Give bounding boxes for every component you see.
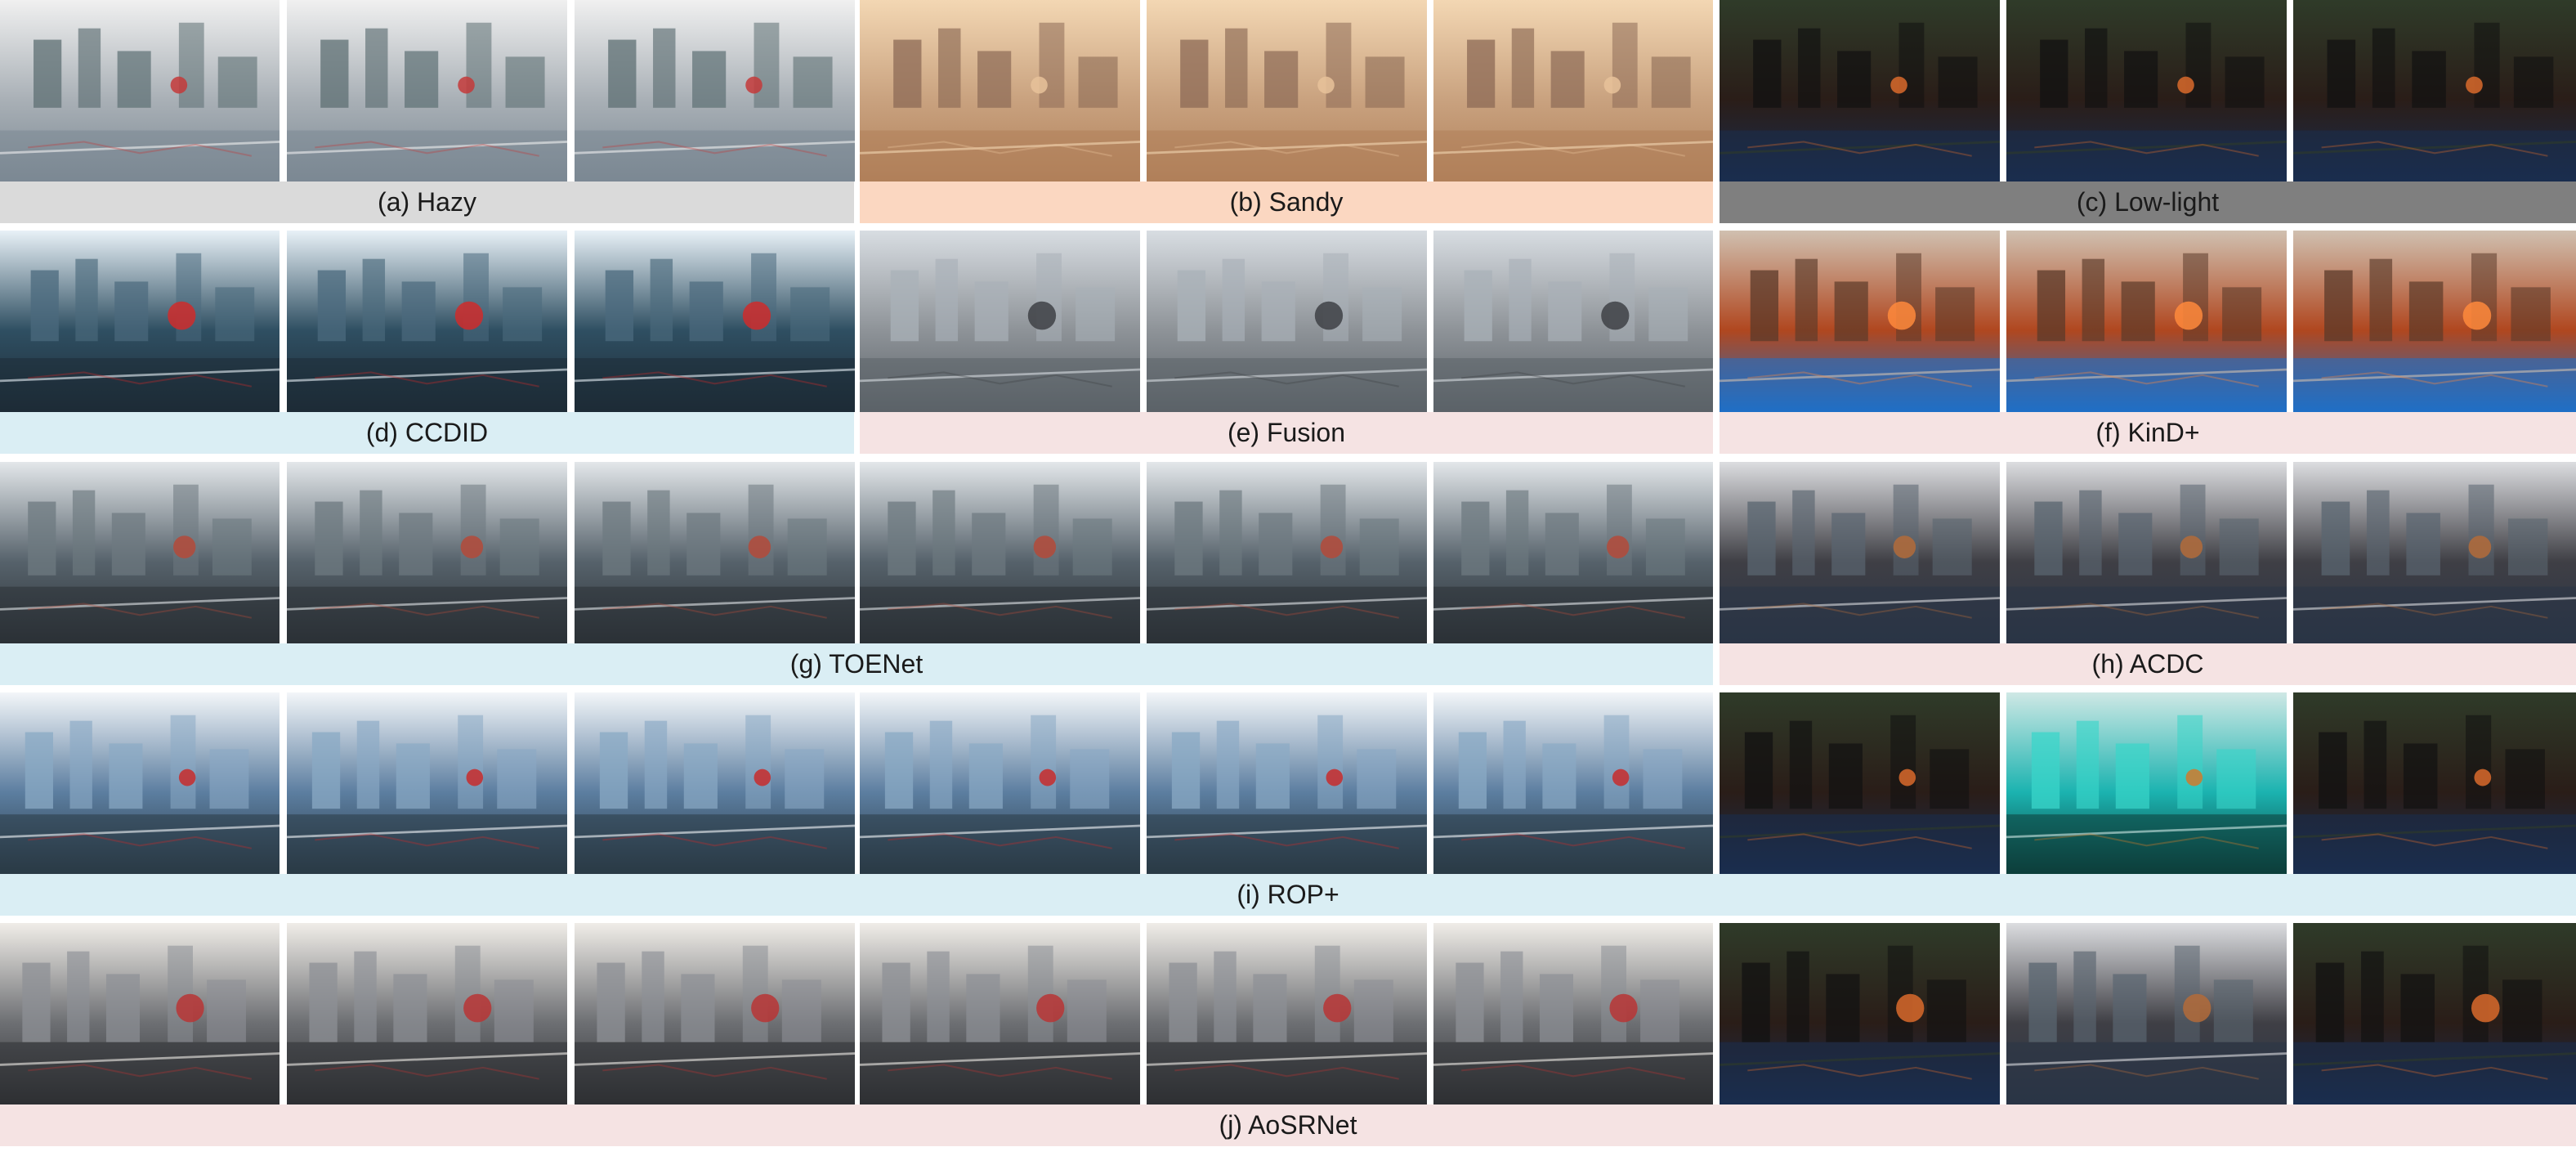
result-thumbnail-r3-c1 (0, 462, 280, 643)
caption-band-r2-2: (e) Fusion (860, 412, 1713, 454)
caption-label: (e) Fusion (1227, 418, 1346, 447)
result-thumbnail-r4-c9 (2293, 692, 2576, 874)
result-thumbnail-r4-c6 (1433, 692, 1713, 874)
caption-label: (h) ACDC (2091, 649, 2204, 679)
result-thumbnail-r4-c7 (1720, 692, 2000, 874)
result-thumbnail-r1-c1 (0, 0, 280, 181)
result-thumbnail-r4-c2 (287, 692, 567, 874)
caption-band-r5-1: (j) AoSRNet (0, 1105, 2576, 1146)
result-thumbnail-r5-c6 (1433, 923, 1713, 1105)
result-thumbnail-r4-c3 (575, 692, 855, 874)
caption-label: (a) Hazy (378, 187, 476, 217)
caption-band-r2-1: (d) CCDID (0, 412, 854, 454)
result-thumbnail-r2-c5 (1147, 231, 1427, 412)
result-thumbnail-r3-c5 (1147, 462, 1427, 643)
result-thumbnail-r5-c8 (2006, 923, 2287, 1105)
result-thumbnail-r3-c8 (2006, 462, 2287, 643)
result-thumbnail-r2-c6 (1433, 231, 1713, 412)
result-thumbnail-r1-c3 (575, 0, 855, 181)
caption-label: (f) KinD+ (2095, 418, 2200, 447)
caption-label: (c) Low-light (2076, 187, 2220, 217)
result-thumbnail-r1-c5 (1147, 0, 1427, 181)
caption-band-r1-1: (a) Hazy (0, 181, 854, 223)
caption-label: (i) ROP+ (1237, 880, 1339, 909)
result-thumbnail-r4-c8 (2006, 692, 2287, 874)
result-thumbnail-r3-c9 (2293, 462, 2576, 643)
result-thumbnail-r4-c1 (0, 692, 280, 874)
result-thumbnail-r2-c8 (2006, 231, 2287, 412)
caption-band-r2-3: (f) KinD+ (1720, 412, 2576, 454)
result-thumbnail-r2-c2 (287, 231, 567, 412)
result-thumbnail-r1-c4 (860, 0, 1140, 181)
result-thumbnail-r1-c8 (2006, 0, 2287, 181)
result-thumbnail-r2-c7 (1720, 231, 2000, 412)
result-thumbnail-r2-c4 (860, 231, 1140, 412)
caption-band-r4-1: (i) ROP+ (0, 874, 2576, 916)
result-thumbnail-r5-c7 (1720, 923, 2000, 1105)
result-thumbnail-r5-c2 (287, 923, 567, 1105)
result-thumbnail-r2-c3 (575, 231, 855, 412)
caption-band-r3-1: (g) TOENet (0, 643, 1713, 685)
result-thumbnail-r3-c7 (1720, 462, 2000, 643)
result-thumbnail-r1-c7 (1720, 0, 2000, 181)
result-thumbnail-r3-c6 (1433, 462, 1713, 643)
caption-band-r3-2: (h) ACDC (1720, 643, 2576, 685)
result-thumbnail-r5-c5 (1147, 923, 1427, 1105)
result-thumbnail-r4-c4 (860, 692, 1140, 874)
caption-label: (b) Sandy (1229, 187, 1344, 217)
result-thumbnail-r3-c4 (860, 462, 1140, 643)
result-thumbnail-r3-c3 (575, 462, 855, 643)
result-thumbnail-r4-c5 (1147, 692, 1427, 874)
caption-label: (d) CCDID (365, 418, 489, 447)
result-thumbnail-r5-c4 (860, 923, 1140, 1105)
result-thumbnail-r5-c1 (0, 923, 280, 1105)
caption-label: (g) TOENet (789, 649, 924, 679)
result-thumbnail-r2-c1 (0, 231, 280, 412)
result-thumbnail-r5-c9 (2293, 923, 2576, 1105)
result-thumbnail-r1-c9 (2293, 0, 2576, 181)
caption-label: (j) AoSRNet (1219, 1110, 1357, 1140)
caption-band-r1-3: (c) Low-light (1720, 181, 2576, 223)
result-thumbnail-r3-c2 (287, 462, 567, 643)
caption-band-r1-2: (b) Sandy (860, 181, 1713, 223)
result-thumbnail-r1-c2 (287, 0, 567, 181)
result-thumbnail-r1-c6 (1433, 0, 1713, 181)
result-thumbnail-r2-c9 (2293, 231, 2576, 412)
result-thumbnail-r5-c3 (575, 923, 855, 1105)
